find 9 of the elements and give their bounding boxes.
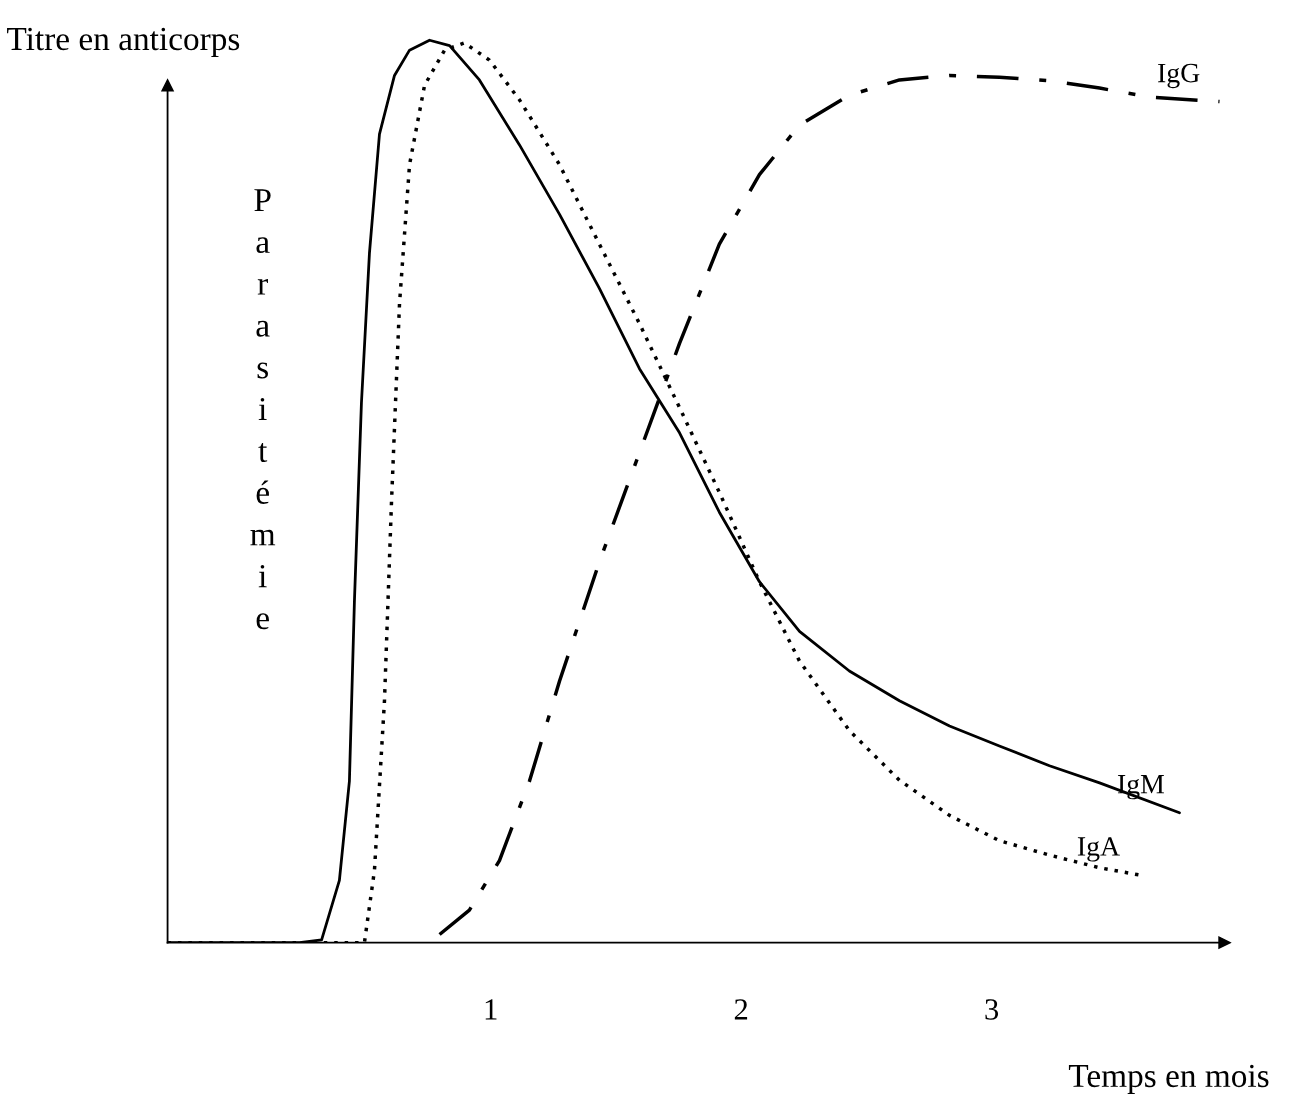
x-tick-label: 3	[985, 999, 999, 1020]
series-label: IgM	[1117, 775, 1164, 800]
y-axis-title: Titre en anticorps	[7, 27, 240, 57]
text: Parasitémie	[250, 189, 276, 630]
series-label: IgA	[1077, 837, 1120, 862]
x-tick-label: 2	[734, 999, 748, 1020]
x-tick-label: 1	[485, 999, 497, 1020]
series-label: IgG	[1158, 63, 1200, 89]
x-axis-title: Temps en mois	[1068, 1064, 1269, 1094]
